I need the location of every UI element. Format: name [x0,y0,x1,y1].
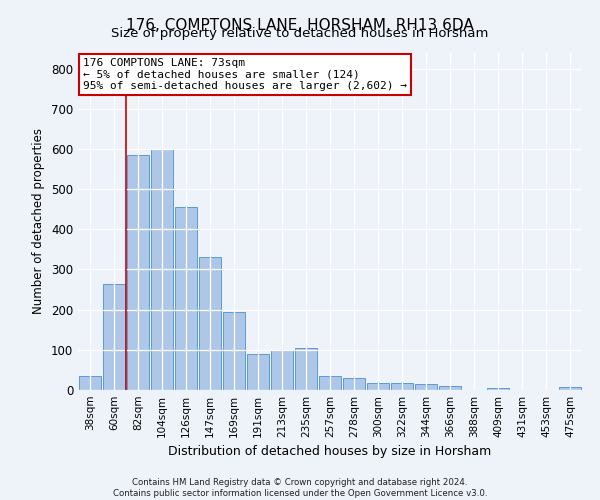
Bar [487,388,509,390]
Bar [271,350,293,390]
Bar [199,258,221,390]
Bar [223,312,245,390]
Bar [559,387,581,390]
Bar [247,354,269,390]
Bar [295,348,317,390]
Y-axis label: Number of detached properties: Number of detached properties [32,128,46,314]
Bar [319,376,341,390]
Bar [79,376,101,390]
Text: Contains HM Land Registry data © Crown copyright and database right 2024.
Contai: Contains HM Land Registry data © Crown c… [113,478,487,498]
Bar [151,149,173,390]
Bar [343,378,365,390]
Bar [415,384,437,390]
Text: 176 COMPTONS LANE: 73sqm
← 5% of detached houses are smaller (124)
95% of semi-d: 176 COMPTONS LANE: 73sqm ← 5% of detache… [83,58,407,91]
Bar [439,386,461,390]
Text: Size of property relative to detached houses in Horsham: Size of property relative to detached ho… [112,28,488,40]
X-axis label: Distribution of detached houses by size in Horsham: Distribution of detached houses by size … [169,446,491,458]
Bar [391,383,413,390]
Bar [127,155,149,390]
Bar [103,284,125,390]
Text: 176, COMPTONS LANE, HORSHAM, RH13 6DA: 176, COMPTONS LANE, HORSHAM, RH13 6DA [126,18,474,32]
Bar [367,383,389,390]
Bar [175,207,197,390]
